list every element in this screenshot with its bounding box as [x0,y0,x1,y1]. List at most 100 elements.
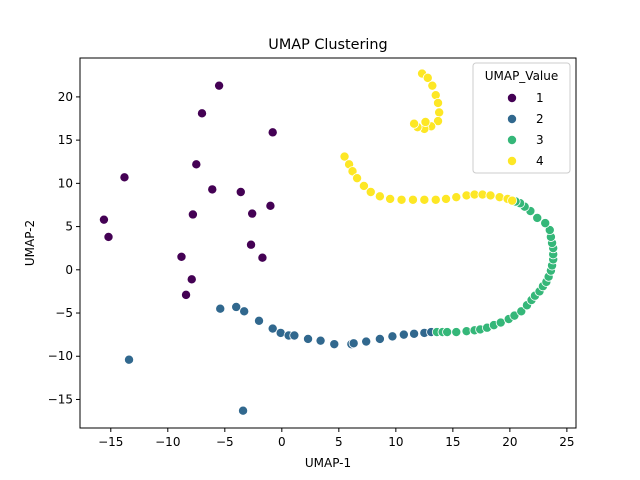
scatter-point [420,116,431,127]
legend-box [472,62,571,174]
scatter-point [358,180,369,191]
y-tick-label: −5 [55,306,73,320]
y-tick-label: 20 [58,90,73,104]
scatter-point [374,333,385,344]
x-axis: −15 −10 −5 0 5 10 15 20 25 [98,428,575,449]
y-axis-label: UMAP-2 [23,220,37,266]
scatter-point [442,327,453,338]
y-tick-label: −15 [48,392,73,406]
scatter-point [409,118,420,129]
scatter-point [214,80,225,91]
x-tick-label: 0 [278,435,286,449]
scatter-point [98,214,109,225]
scatter-point [124,354,135,365]
x-tick-label: −15 [98,435,123,449]
x-axis-label: UMAP-1 [305,456,351,470]
series-4 [339,68,518,206]
series-3 [431,196,559,338]
y-tick-label: 0 [65,263,73,277]
scatter-point [339,151,350,162]
scatter-point [235,186,246,197]
y-tick-label: 10 [58,176,73,190]
scatter-point [303,333,314,344]
series-2 [124,301,437,416]
scatter-point [238,405,249,416]
scatter-point [387,331,398,342]
scatter-point [215,303,226,314]
scatter-point [422,72,433,83]
scatter-point [315,335,326,346]
scatter-point [329,339,340,350]
x-tick-label: −5 [216,435,234,449]
legend-marker [506,155,517,166]
scatter-point [409,328,420,339]
scatter-point [176,251,187,262]
scatter-point [407,194,418,205]
scatter-point [385,193,396,204]
scatter-point [247,208,258,219]
scatter-point [352,173,363,184]
scatter-point [434,107,445,118]
scatter-point [181,289,192,300]
legend-marker [506,114,517,125]
scatter-point [419,194,430,205]
series-1 [98,80,278,300]
scatter-point [289,330,300,341]
scatter-point [197,108,208,119]
scatter-point [254,315,265,326]
chart-title: UMAP Clustering [268,37,387,53]
x-tick-label: −10 [155,435,180,449]
x-tick-label: 5 [335,435,343,449]
y-axis: −15 −10 −5 0 5 10 15 20 [48,90,80,406]
scatter-point [267,323,278,334]
scatter-point [187,209,198,220]
scatter-point [265,200,276,211]
scatter-point [398,329,409,340]
scatter-point [544,225,555,236]
y-tick-label: 5 [65,220,73,234]
axes-frame [79,57,577,429]
scatter-point [485,190,496,201]
scatter-point [257,252,268,263]
scatter-point [540,218,551,229]
scatter-point [246,239,257,250]
x-tick-label: 10 [388,435,403,449]
x-tick-label: 25 [559,435,574,449]
x-tick-label: 20 [502,435,517,449]
scatter-point [451,192,462,203]
legend-label: 4 [536,154,544,168]
scatter-point [365,186,376,197]
scatter-point [119,172,130,183]
scatter-point [267,127,278,138]
scatter-point [348,338,359,349]
scatter-point [430,194,441,205]
scatter-point [532,212,543,223]
scatter-point [433,116,444,127]
legend-title: UMAP_Value [485,69,559,83]
scatter-point [103,231,114,242]
scatter-point [374,191,385,202]
scatter-point [207,184,218,195]
scatter-point [507,195,518,206]
scatter-point [231,301,242,312]
x-tick-label: 15 [445,435,460,449]
legend-label: 2 [536,112,544,126]
scatter-point [396,194,407,205]
scatter-point [347,166,358,177]
y-tick-label: 15 [58,133,73,147]
scatter-point [186,274,197,285]
scatter-point [427,80,438,91]
scatter-point [191,159,202,170]
legend-marker [506,93,517,104]
legend: UMAP_Value 1 2 3 4 [472,62,571,174]
scatter-point [433,97,444,108]
legend-label: 1 [536,91,544,105]
y-tick-label: −10 [48,349,73,363]
scatter-point [516,306,527,317]
scatter-point [451,327,462,338]
scatter-point [239,306,250,317]
plot-area [98,68,559,416]
legend-label: 3 [536,133,544,147]
scatter-point [361,336,372,347]
